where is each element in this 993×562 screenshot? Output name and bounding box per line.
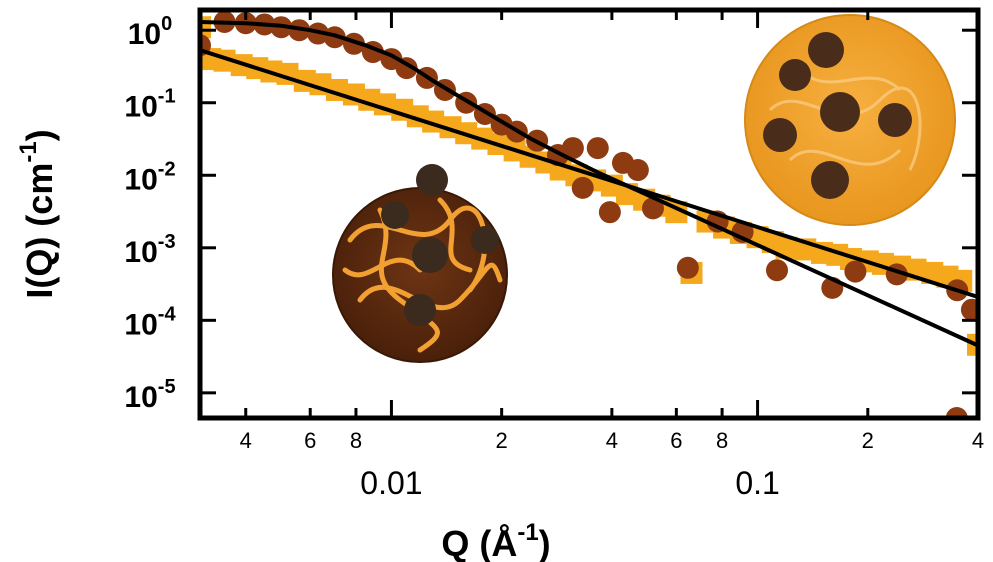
- fit-line: [200, 20, 978, 348]
- data-point: [960, 298, 978, 321]
- data-point: [571, 176, 594, 199]
- x-tick-label: 0.1: [735, 465, 779, 501]
- x-tick-label: 8: [716, 428, 728, 453]
- data-point: [200, 16, 211, 39]
- inset-brown: [332, 164, 508, 363]
- data-point: [641, 197, 664, 220]
- y-tick-label: 100: [128, 13, 173, 51]
- x-tick-label: 6: [670, 428, 682, 453]
- x-tick-label: 6: [304, 428, 316, 453]
- x-tick-label: 2: [496, 428, 508, 453]
- y-tick-label: 10-4: [124, 303, 176, 341]
- data-point: [945, 407, 968, 418]
- data-point: [561, 137, 584, 160]
- data-point: [586, 137, 609, 160]
- data-point: [775, 236, 798, 259]
- data-point: [844, 260, 867, 283]
- y-tick-label: 10-1: [124, 86, 175, 124]
- plot-area: [200, 10, 978, 418]
- x-tick-label: 8: [350, 428, 362, 453]
- data-point: [598, 201, 621, 224]
- x-tick-label: 0.01: [360, 465, 422, 501]
- y-axis-label: I(Q) (cm-1): [15, 129, 60, 298]
- data-point: [766, 259, 789, 282]
- inset-orange: [744, 14, 956, 226]
- x-tick-label: 4: [972, 428, 984, 453]
- x-tick-label: 4: [606, 428, 618, 453]
- data-point: [626, 159, 649, 182]
- y-tick-label: 10-5: [124, 376, 175, 414]
- fit-line: [200, 48, 978, 299]
- x-tick-label: 4: [240, 428, 252, 453]
- y-tick-label: 10-3: [124, 231, 175, 269]
- x-axis-label: Q (Å-1): [441, 519, 550, 562]
- data-point: [676, 256, 699, 279]
- x-tick-label: 2: [862, 428, 874, 453]
- axes: 4 6 8 0.01 2 4 6 8 0.1 2 4 100 10-1 10-2 10-3 10-4 10-5: [124, 10, 984, 501]
- plot-frame: [197, 7, 981, 421]
- y-tick-label: 10-2: [124, 158, 175, 196]
